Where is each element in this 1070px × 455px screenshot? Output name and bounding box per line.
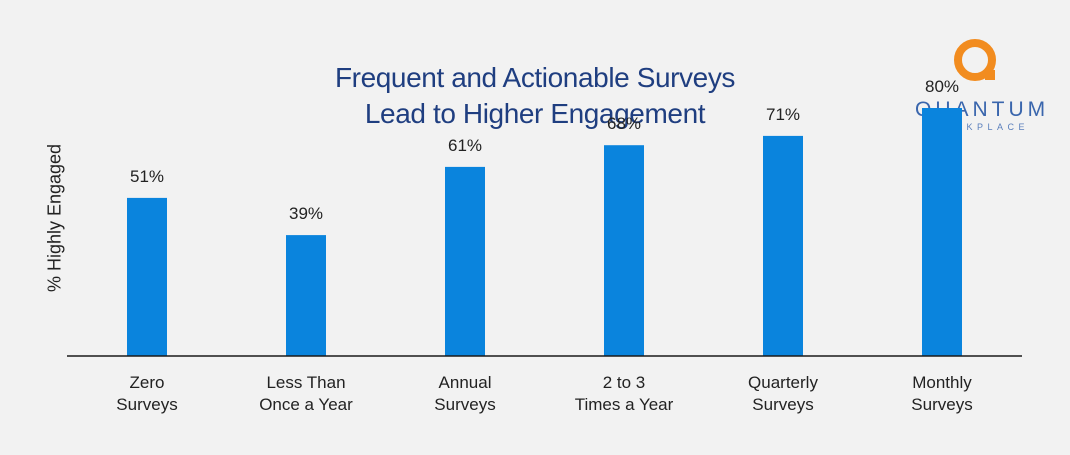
data-label: 39% <box>289 204 323 223</box>
x-tick-label: Surveys <box>752 395 813 414</box>
logo-mark-icon <box>954 39 996 81</box>
data-label: 61% <box>448 136 482 155</box>
bar <box>286 235 326 356</box>
data-label: 80% <box>925 77 959 96</box>
bar <box>445 166 485 356</box>
data-label: 68% <box>607 114 641 133</box>
x-tick-label: Monthly <box>912 373 972 392</box>
data-label: 71% <box>766 105 800 124</box>
x-tick-label: Surveys <box>911 395 972 414</box>
x-tick-label: Annual <box>439 373 492 392</box>
bar <box>763 135 803 356</box>
x-tick-label: Once a Year <box>259 395 353 414</box>
chart-title-line-1: Frequent and Actionable Surveys <box>334 62 736 93</box>
logo-dot-icon <box>985 70 995 80</box>
logo-ring-icon <box>954 39 996 81</box>
chart-title-line-2: Lead to Higher Engagement <box>364 98 706 129</box>
bar <box>922 108 962 356</box>
x-tick-label: 2 to 3 <box>603 373 646 392</box>
bar <box>604 145 644 356</box>
x-tick-label: Surveys <box>116 395 177 414</box>
bar <box>127 197 167 356</box>
x-tick-label: Surveys <box>434 395 495 414</box>
x-tick-label: Zero <box>130 373 165 392</box>
data-label: 51% <box>130 167 164 186</box>
x-tick-label: Times a Year <box>575 395 674 414</box>
x-tick-label: Less Than <box>266 373 345 392</box>
logo-sub-text: WORKPLACE <box>930 122 1029 132</box>
x-tick-label: Quarterly <box>748 373 818 392</box>
